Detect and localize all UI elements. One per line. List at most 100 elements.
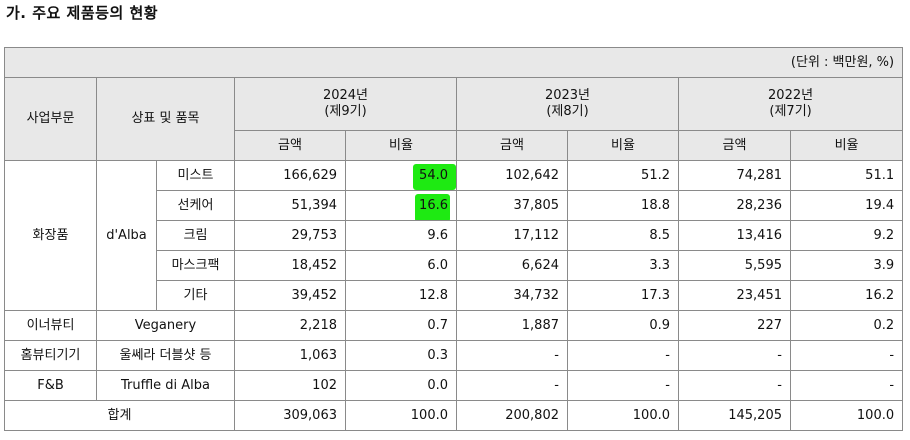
division-cell: 이너뷰티: [4, 310, 97, 341]
item-cell: 크림: [156, 220, 235, 251]
amount-cell: 23,451: [678, 280, 791, 311]
header-year-2023: 2023년 (제8기): [456, 77, 679, 131]
highlighted-value: 54.0: [413, 163, 456, 190]
item-cell: 마스크팩: [156, 250, 235, 281]
ratio-cell: 0.0: [345, 370, 457, 401]
amount-cell: 28,236: [678, 190, 791, 221]
ratio-cell: 54.0: [345, 160, 457, 191]
header-brand: 상표 및 품목: [96, 77, 235, 161]
total-label: 합계: [4, 400, 235, 431]
ratio-cell: 6.0: [345, 250, 457, 281]
amount-cell: 145,205: [678, 400, 791, 431]
amount-cell: 309,063: [234, 400, 346, 431]
division-cosmetics: 화장품: [4, 160, 97, 311]
ratio-cell: -: [567, 370, 679, 401]
ratio-cell: 3.9: [789, 250, 904, 281]
brand-dalba: d'Alba: [96, 160, 157, 311]
ratio-cell: 9.2: [789, 220, 904, 251]
amount-cell: 102: [234, 370, 346, 401]
ratio-cell: 0.9: [567, 310, 679, 341]
highlight-mark: [415, 193, 450, 220]
ratio-value: 16.6: [419, 197, 448, 213]
table-row: 마스크팩 18,452 6.0 6,624 3.3 5,595 3.9: [5, 250, 904, 281]
amount-cell: 227: [678, 310, 791, 341]
amount-cell: 1,063: [234, 340, 346, 371]
period-label: (제8기): [546, 104, 589, 119]
table-row: 선케어 51,394 16.6 37,805 18.8 28,236 19.4: [5, 190, 904, 221]
year-label: 2024년: [322, 88, 369, 103]
ratio-cell: -: [789, 340, 904, 371]
item-cell: 기타: [156, 280, 235, 311]
header-ratio: 비율: [789, 130, 904, 161]
header-ratio: 비율: [567, 130, 679, 161]
ratio-cell: 51.1: [789, 160, 904, 191]
amount-cell: 200,802: [456, 400, 568, 431]
table-row: 이너뷰티 Veganery 2,218 0.7 1,887 0.9 227 0.…: [4, 310, 904, 341]
period-label: (제7기): [769, 104, 812, 119]
amount-cell: 2,218: [234, 310, 346, 341]
period-label: (제9기): [324, 104, 367, 119]
table-row: 화장품 d'Alba 미스트 166,629 54.0 102,642 51.2…: [4, 160, 904, 311]
item-cell: 선케어: [156, 190, 235, 221]
brand-cell: 울쎄라 더블샷 등: [96, 340, 235, 371]
year-label: 2022년: [768, 88, 814, 103]
amount-cell: 51,394: [234, 190, 346, 221]
year-label: 2023년: [544, 88, 591, 103]
ratio-cell: 0.3: [345, 340, 457, 371]
amount-cell: 13,416: [678, 220, 791, 251]
highlighted-value: 16.6: [415, 193, 450, 220]
total-row: 합계 309,063 100.0 200,802 100.0 145,205 1…: [4, 400, 904, 431]
brand-cell: Veganery: [96, 310, 235, 341]
section-title: 가. 주요 제품등의 현황: [6, 4, 159, 22]
amount-cell: 6,624: [456, 250, 568, 281]
amount-cell: 166,629: [234, 160, 346, 191]
header-ratio: 비율: [345, 130, 457, 161]
amount-cell: 39,452: [234, 280, 346, 311]
amount-cell: 1,887: [456, 310, 568, 341]
ratio-cell: 16.2: [789, 280, 904, 311]
ratio-cell: 51.2: [567, 160, 679, 191]
ratio-cell: 8.5: [567, 220, 679, 251]
ratio-cell: 16.6: [345, 190, 457, 221]
brand-cell: Truffle di Alba: [96, 370, 235, 401]
header-amount: 금액: [456, 130, 568, 161]
ratio-cell: -: [567, 340, 679, 371]
amount-cell: 102,642: [456, 160, 568, 191]
division-cell: 홈뷰티기기: [4, 340, 97, 371]
header-amount: 금액: [234, 130, 346, 161]
ratio-cell: 0.7: [345, 310, 457, 341]
ratio-cell: 100.0: [789, 400, 904, 431]
highlight-mark: [413, 163, 456, 190]
ratio-cell: 18.8: [567, 190, 679, 221]
amount-cell: 18,452: [234, 250, 346, 281]
unit-note: (단위 : 백만원, %): [3, 47, 904, 78]
amount-cell: -: [678, 370, 791, 401]
header-amount: 금액: [678, 130, 791, 161]
amount-cell: -: [678, 340, 791, 371]
ratio-value: 54.0: [419, 167, 448, 183]
table-row: 기타 39,452 12.8 34,732 17.3 23,451 16.2: [5, 280, 904, 311]
table-row: 홈뷰티기기 울쎄라 더블샷 등 1,063 0.3 - - - -: [4, 340, 904, 371]
header-division: 사업부문: [4, 77, 97, 161]
amount-cell: 17,112: [456, 220, 568, 251]
amount-cell: 5,595: [678, 250, 791, 281]
ratio-cell: -: [789, 370, 904, 401]
product-status-table: (단위 : 백만원, %) 사업부문 상표 및 품목 2024년 (제9기) 2…: [3, 47, 904, 431]
division-cell: F&B: [4, 370, 97, 401]
ratio-cell: 9.6: [345, 220, 457, 251]
amount-cell: 74,281: [678, 160, 791, 191]
header-year-2022: 2022년 (제7기): [677, 77, 904, 131]
amount-cell: 37,805: [456, 190, 568, 221]
table-row: F&B Truffle di Alba 102 0.0 - - - -: [4, 370, 904, 401]
ratio-cell: 3.3: [567, 250, 679, 281]
amount-cell: 34,732: [456, 280, 568, 311]
ratio-cell: 17.3: [567, 280, 679, 311]
header-year-2024: 2024년 (제9기): [234, 77, 457, 131]
ratio-cell: 19.4: [789, 190, 904, 221]
ratio-cell: 100.0: [567, 400, 679, 431]
amount-cell: -: [456, 370, 568, 401]
item-cell: 미스트: [156, 160, 235, 191]
table-row: 크림 29,753 9.6 17,112 8.5 13,416 9.2: [5, 220, 904, 251]
ratio-cell: 0.2: [789, 310, 904, 341]
amount-cell: 29,753: [234, 220, 346, 251]
